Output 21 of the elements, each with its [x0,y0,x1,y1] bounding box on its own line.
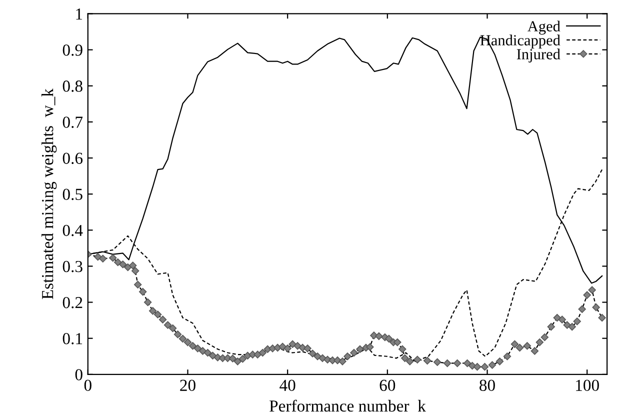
x-tick-label: 100 [576,380,599,391]
x-tick-label: 80 [480,380,495,391]
y-tick-label: 0 [75,369,82,380]
y-tick-label: 0.7 [62,116,83,128]
y-tick-label: 0.5 [62,188,82,200]
x-axis-title: Performance number k [270,400,426,412]
x-tick-label: 40 [280,380,296,391]
y-tick-label: 0.8 [62,80,82,92]
y-tick-label: 0.2 [62,296,82,308]
y-tick-label: 0.6 [62,152,83,164]
legend-label: Injured [516,48,560,62]
y-tick-label: 1 [76,8,82,20]
x-tick-label: 20 [180,380,196,391]
x-tick-label: 0 [84,380,92,391]
x-tick-label: 60 [380,380,396,391]
y-tick-label: 0.1 [62,333,82,344]
y-tick-label: 0.4 [62,224,83,236]
y-tick-label: 0.9 [62,44,82,56]
y-tick-label: 0.3 [62,260,82,272]
legend-label: Aged [528,20,560,35]
y-axis-title: Estimated mixing weights w_k [41,88,57,300]
